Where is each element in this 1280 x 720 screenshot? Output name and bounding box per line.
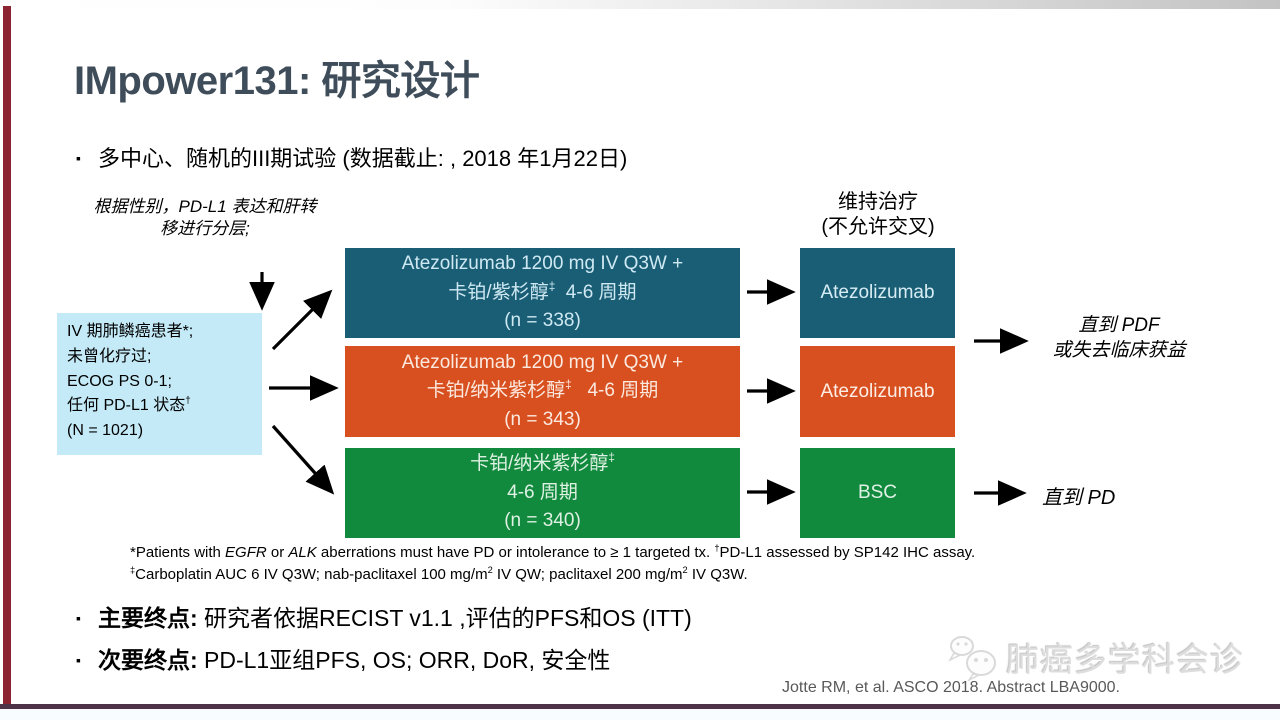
bullet-icon: ▪ bbox=[76, 652, 81, 668]
primary-endpoint-row: ▪ 主要终点: 研究者依据RECIST v1.1 ,评估的PFS和OS (ITT… bbox=[76, 599, 692, 633]
secondary-endpoint-row: ▪ 次要终点: PD-L1亚组PFS, OS; ORR, DoR, 安全性 bbox=[76, 641, 610, 675]
patient-line-5: (N = 1021) bbox=[67, 422, 144, 440]
arm-a-line-2: 卡铂/紫杉醇‡ 4-6 周期 bbox=[448, 280, 637, 303]
patient-line-4: 任何 PD-L1 状态† bbox=[67, 396, 191, 415]
maintenance-a-box: Atezolizumab bbox=[800, 248, 955, 338]
arm-b-line-3: (n = 343) bbox=[504, 408, 581, 430]
chat-bubbles-logo-icon bbox=[948, 636, 996, 681]
citation: Jotte RM, et al. ASCO 2018. Abstract LBA… bbox=[782, 679, 1120, 696]
bottom-strip bbox=[0, 709, 1280, 720]
gene-egfr: EGFR bbox=[225, 544, 267, 561]
arm-c-box: 卡铂/纳米紫杉醇‡ 4-6 周期 (n = 340) bbox=[345, 448, 740, 538]
arm-b-line-2: 卡铂/纳米紫杉醇‡ 4-6 周期 bbox=[426, 378, 659, 402]
gene-alk: ALK bbox=[288, 544, 317, 561]
double-dagger-superscript: ‡ bbox=[565, 378, 572, 392]
arm-a-line-3: (n = 338) bbox=[504, 310, 581, 332]
patient-line-2: 未曾化疗过; bbox=[67, 347, 152, 365]
arm-b-line-1: Atezolizumab 1200 mg IV Q3W + bbox=[401, 351, 684, 373]
double-dagger-superscript: ‡ bbox=[608, 451, 615, 465]
secondary-endpoint-text: 次要终点: PD-L1亚组PFS, OS; ORR, DoR, 安全性 bbox=[97, 647, 611, 673]
arm-b-box: Atezolizumab 1200 mg IV Q3W + 卡铂/纳米紫杉醇‡ … bbox=[345, 346, 740, 437]
double-dagger-superscript: ‡ bbox=[130, 565, 136, 575]
maintenance-a-label: Atezolizumab bbox=[820, 282, 935, 303]
arm-c-line-2: 4-6 周期 bbox=[507, 481, 578, 503]
dagger-superscript: † bbox=[714, 543, 720, 553]
left-accent-bar bbox=[3, 6, 11, 704]
maintenance-b-box: Atezolizumab bbox=[800, 346, 955, 437]
intro-bullet-text: 多中心、随机的III期试验 (数据截止: , 2018 年1月22日) bbox=[97, 146, 628, 171]
squared-superscript: 2 bbox=[487, 565, 493, 575]
watermark-text: 肺癌多学科会诊 bbox=[1006, 641, 1244, 678]
intro-bullet-row: ▪ 多中心、随机的III期试验 (数据截止: , 2018 年1月22日) bbox=[76, 141, 627, 173]
stratification-note: 根据性别，PD-L1 表达和肝转 移进行分层; bbox=[76, 196, 334, 240]
footnote-1: *Patients with EGFR or ALK aberrations m… bbox=[130, 543, 976, 561]
outcome-pdf-line-2: 或失去临床获益 bbox=[1052, 339, 1186, 361]
arm-c-line-1: 卡铂/纳米紫杉醇‡ bbox=[470, 451, 615, 475]
patient-line-3: ECOG PS 0-1; bbox=[67, 372, 172, 390]
stratification-line-1: 根据性别，PD-L1 表达和肝转 bbox=[93, 197, 317, 216]
maintenance-b-label: Atezolizumab bbox=[820, 380, 935, 402]
outcome-until-pd: 直到 PD bbox=[1042, 487, 1116, 509]
footnote-2: ‡Carboplatin AUC 6 IV Q3W; nab-paclitaxe… bbox=[130, 565, 748, 583]
patient-line-1: IV 期肺鳞癌患者*; bbox=[67, 323, 194, 340]
maintenance-c-label: BSC bbox=[857, 482, 898, 503]
primary-endpoint-text: 主要终点: 研究者依据RECIST v1.1 ,评估的PFS和OS (ITT) bbox=[97, 605, 692, 631]
maintenance-c-box: BSC bbox=[800, 448, 955, 538]
bullet-icon: ▪ bbox=[76, 150, 81, 166]
top-gradient-band bbox=[0, 0, 1280, 9]
page-title: IMpower131: 研究设计 bbox=[74, 59, 480, 103]
branch-arrow-top bbox=[271, 289, 333, 351]
bullet-icon: ▪ bbox=[76, 610, 81, 626]
arm-a-box: Atezolizumab 1200 mg IV Q3W + 卡铂/紫杉醇‡ 4-… bbox=[345, 248, 740, 338]
double-dagger-superscript: ‡ bbox=[548, 280, 556, 294]
outcome-pdf-line-1: 直到 PDF bbox=[1078, 315, 1160, 336]
arm-a-line-1: Atezolizumab 1200 mg IV Q3W + bbox=[401, 253, 684, 275]
outcome-until-pdf: 直到 PDF 或失去临床获益 bbox=[1030, 314, 1208, 363]
bottom-accent-line bbox=[0, 704, 1280, 709]
squared-superscript: 2 bbox=[682, 565, 688, 575]
arm-c-line-3: (n = 340) bbox=[504, 510, 581, 532]
dagger-superscript: † bbox=[185, 396, 191, 408]
watermark: 肺癌多学科会诊 bbox=[946, 633, 1244, 681]
branch-arrow-bottom bbox=[271, 424, 335, 495]
maintenance-header-line-2: (不允许交叉) bbox=[821, 216, 935, 238]
maintenance-header: 维持治疗 (不允许交叉) bbox=[788, 190, 968, 240]
stratification-line-2: 移进行分层; bbox=[160, 219, 250, 239]
patient-population-box: IV 期肺鳞癌患者*; 未曾化疗过; ECOG PS 0-1; 任何 PD-L1… bbox=[57, 313, 262, 455]
maintenance-header-line-1: 维持治疗 bbox=[838, 191, 918, 213]
